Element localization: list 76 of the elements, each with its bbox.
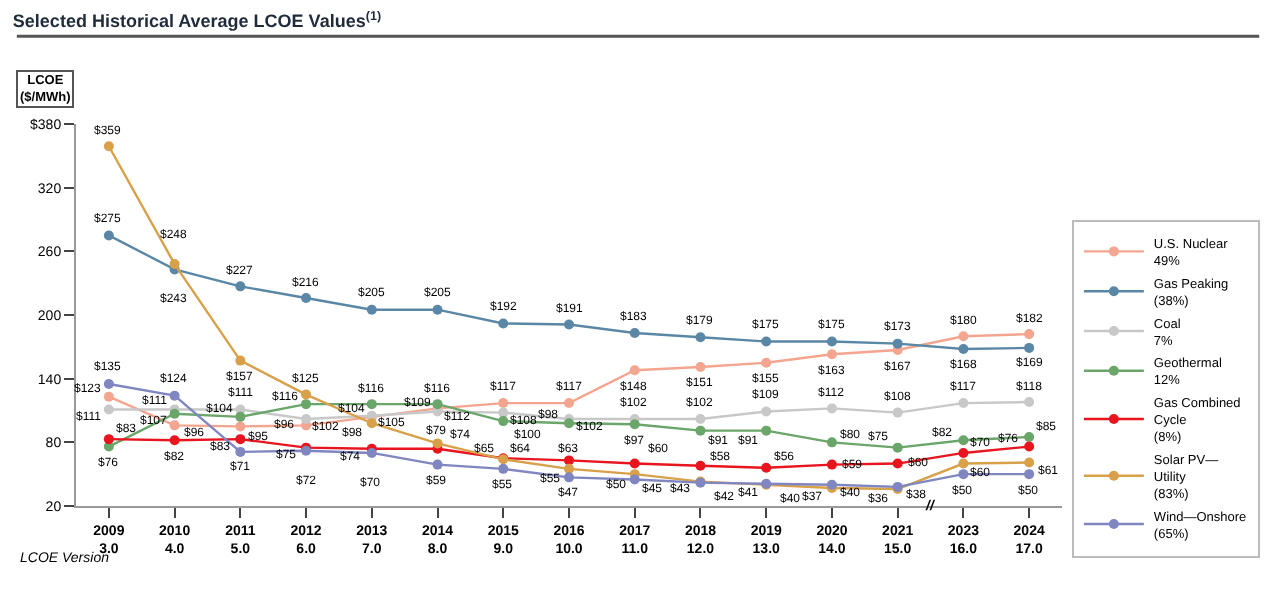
point bbox=[432, 438, 443, 449]
point bbox=[432, 459, 443, 470]
point bbox=[958, 398, 969, 409]
point bbox=[958, 435, 969, 446]
point bbox=[103, 434, 114, 445]
point bbox=[1024, 329, 1035, 340]
point bbox=[1024, 432, 1035, 443]
point bbox=[695, 460, 706, 471]
point bbox=[761, 462, 772, 473]
point bbox=[892, 338, 903, 349]
point bbox=[169, 435, 180, 446]
point bbox=[235, 281, 246, 292]
point bbox=[629, 365, 640, 376]
point bbox=[958, 343, 969, 354]
point bbox=[1024, 342, 1035, 353]
point bbox=[826, 459, 837, 470]
point bbox=[169, 259, 180, 270]
point bbox=[958, 458, 969, 469]
point bbox=[761, 425, 772, 436]
point bbox=[169, 420, 180, 431]
point bbox=[629, 458, 640, 469]
point bbox=[498, 318, 509, 329]
point bbox=[826, 349, 837, 360]
point bbox=[564, 455, 574, 466]
point bbox=[958, 331, 969, 342]
point bbox=[235, 355, 246, 366]
point bbox=[892, 407, 903, 418]
point bbox=[498, 463, 509, 474]
point bbox=[498, 407, 509, 418]
point bbox=[564, 463, 574, 474]
point bbox=[1024, 457, 1035, 468]
point bbox=[695, 362, 706, 372]
point bbox=[629, 474, 640, 485]
point bbox=[235, 421, 246, 432]
point bbox=[761, 357, 772, 368]
point bbox=[564, 398, 574, 409]
point bbox=[103, 404, 114, 415]
point bbox=[1024, 441, 1035, 452]
point bbox=[826, 437, 837, 448]
point bbox=[103, 391, 114, 402]
point bbox=[103, 378, 114, 389]
point bbox=[1024, 397, 1035, 408]
point bbox=[826, 403, 837, 414]
chart-title: Selected Historical Average LCOE Values$^{(1)}$ bbox=[12, 9, 382, 32]
point bbox=[892, 442, 903, 453]
point bbox=[564, 472, 574, 483]
point bbox=[564, 418, 574, 429]
point bbox=[103, 230, 114, 241]
point bbox=[366, 304, 377, 315]
point bbox=[301, 389, 312, 400]
point bbox=[301, 399, 312, 410]
point bbox=[235, 446, 246, 457]
point bbox=[629, 419, 640, 430]
point bbox=[761, 406, 772, 417]
point bbox=[498, 416, 509, 427]
point bbox=[235, 411, 246, 422]
point bbox=[695, 413, 706, 424]
point bbox=[432, 304, 443, 315]
point bbox=[1024, 469, 1035, 480]
point bbox=[498, 398, 509, 409]
point bbox=[695, 425, 706, 436]
point bbox=[695, 332, 706, 343]
point bbox=[958, 447, 969, 458]
point bbox=[564, 319, 574, 330]
point bbox=[761, 336, 772, 347]
point bbox=[235, 434, 246, 445]
point bbox=[301, 293, 312, 304]
point bbox=[629, 328, 640, 339]
point bbox=[366, 418, 377, 429]
point bbox=[103, 141, 114, 152]
point bbox=[892, 458, 903, 469]
point bbox=[366, 399, 377, 410]
point bbox=[958, 469, 969, 480]
point bbox=[301, 413, 312, 424]
point bbox=[826, 336, 837, 347]
point bbox=[169, 390, 180, 401]
